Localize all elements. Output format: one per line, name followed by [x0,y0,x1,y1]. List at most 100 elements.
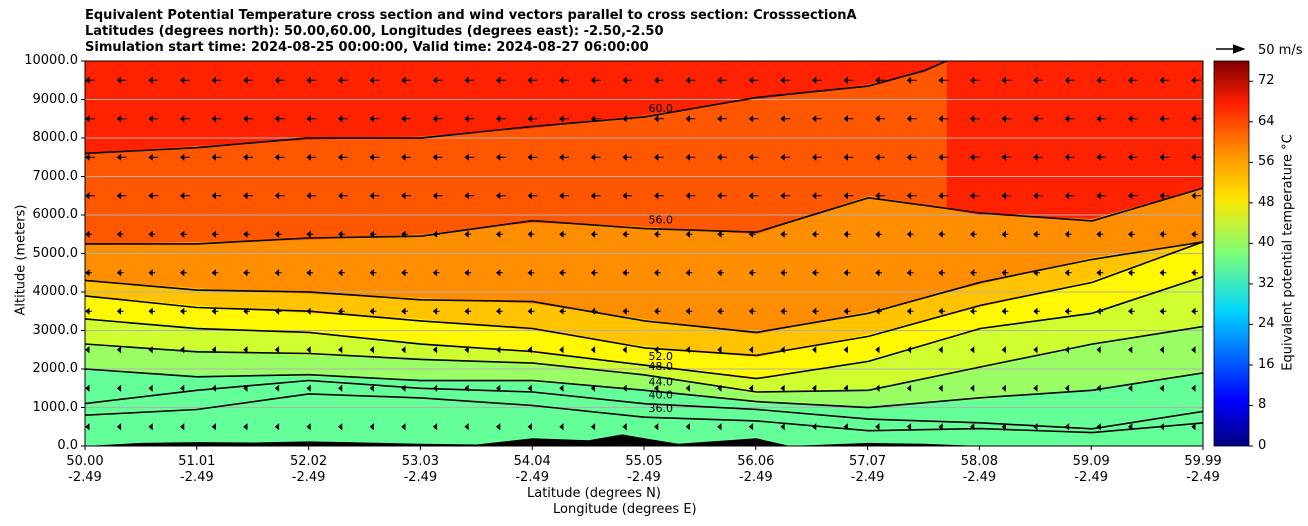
wind-arrow [527,230,535,238]
wind-arrow [401,269,408,277]
wind-arrow [1128,230,1135,238]
wind-arrow [1191,115,1201,123]
colorbar-tick-label: 32 [1258,275,1275,291]
wind-arrow [875,384,880,392]
wind-arrow [401,153,411,161]
colorbar [1213,60,1250,447]
wind-arrow [938,153,949,161]
wind-arrow [717,269,724,277]
wind-arrow [875,307,882,315]
wind-arrow [211,192,222,200]
wind-arrow [906,307,914,315]
wind-arrow [369,423,374,431]
terrain [85,434,1203,446]
wind-arrow [559,346,564,354]
wind-arrow [85,230,92,238]
wind-arrow [938,192,949,200]
wind-arrow [306,192,317,200]
colorbar-tick-label: 56 [1258,154,1275,170]
wind-arrow [654,192,664,200]
wind-arrow [211,230,219,238]
wind-arrow [464,307,472,315]
wind-arrow [85,423,90,431]
wind-arrow [338,192,348,200]
wind-arrow [432,346,438,354]
wind-arrow [1128,423,1133,431]
wind-arrow [1064,153,1075,161]
wind-arrow [211,346,216,354]
chart-title-line-2: Latitudes (degrees north): 50.00,60.00, … [85,24,664,39]
wind-arrow [654,76,664,84]
wind-arrow [970,269,977,277]
wind-arrow [1128,192,1138,200]
wind-arrow [590,115,601,123]
wind-arrow [496,192,506,200]
wind-arrow [85,192,95,200]
wind-arrow [338,307,345,315]
wind-arrow [875,115,885,123]
wind-arrow [1033,115,1043,123]
axis-ticks [81,60,1204,450]
wind-arrow [1128,269,1135,277]
wind-arrow [180,269,187,277]
wind-arrow [1064,423,1070,431]
wind-arrow [812,307,819,315]
wind-arrow [85,307,92,315]
x-tick-label: 51.01 -2.49 [178,454,216,485]
x-tick-label: 56.06 -2.49 [737,454,775,485]
wind-arrow [1064,115,1075,123]
wind-arrow [812,192,822,200]
wind-arrow [1001,346,1006,354]
wind-arrow [717,153,727,161]
wind-arrow [748,153,759,161]
wind-arrow [559,307,566,315]
wind-arrow [812,76,822,84]
wind-arrow [622,115,633,123]
wind-arrow [843,346,848,354]
wind-arrow [1033,76,1043,84]
wind-arrow [432,384,438,392]
wind-arrow [401,192,411,200]
colorbar-tick-label: 8 [1258,397,1267,413]
wind-arrow [496,115,506,123]
wind-arrow [685,192,696,200]
wind-arrow [590,269,598,277]
wind-arrow [496,384,501,392]
wind-arrow [780,192,791,200]
wind-arrow [180,153,190,161]
wind-arrow [243,346,248,354]
contour-lines: 36.040.044.048.052.056.060.0 [85,61,1203,434]
plot-area: 36.040.044.048.052.056.060.0 [85,61,1203,446]
wind-arrow [938,230,946,238]
wind-arrow [685,346,690,354]
wind-arrow [559,153,569,161]
wind-arrow [1159,423,1164,431]
wind-arrow [85,346,90,354]
wind-arrow [654,307,661,315]
wind-arrow [211,76,222,84]
wind-arrow [1159,384,1164,392]
wind-arrow [748,346,754,354]
wind-arrow [970,115,980,123]
wind-arrow [1001,307,1009,315]
wind-arrow [1001,384,1006,392]
wind-arrow [369,384,374,392]
wind-arrow [906,230,914,238]
wind-arrow [622,384,627,392]
wind-arrow [906,384,912,392]
wind-arrow [970,76,980,84]
wind-arrow [306,269,314,277]
wind-arrow [148,384,153,392]
wind-arrow [1191,307,1198,315]
wind-arrow [1159,230,1167,238]
x-axis-label-latitude: Latitude (degrees N) [527,486,661,501]
wind-arrow [843,269,851,277]
x-tick-label: 58.08 -2.49 [960,454,998,485]
y-tick-label: 3000.0 [32,322,79,338]
wind-arrow [1064,269,1072,277]
wind-arrow [464,346,469,354]
wind-arrow [1096,423,1101,431]
wind-arrow [590,307,598,315]
wind-arrow [338,269,345,277]
wind-arrow [401,76,411,84]
